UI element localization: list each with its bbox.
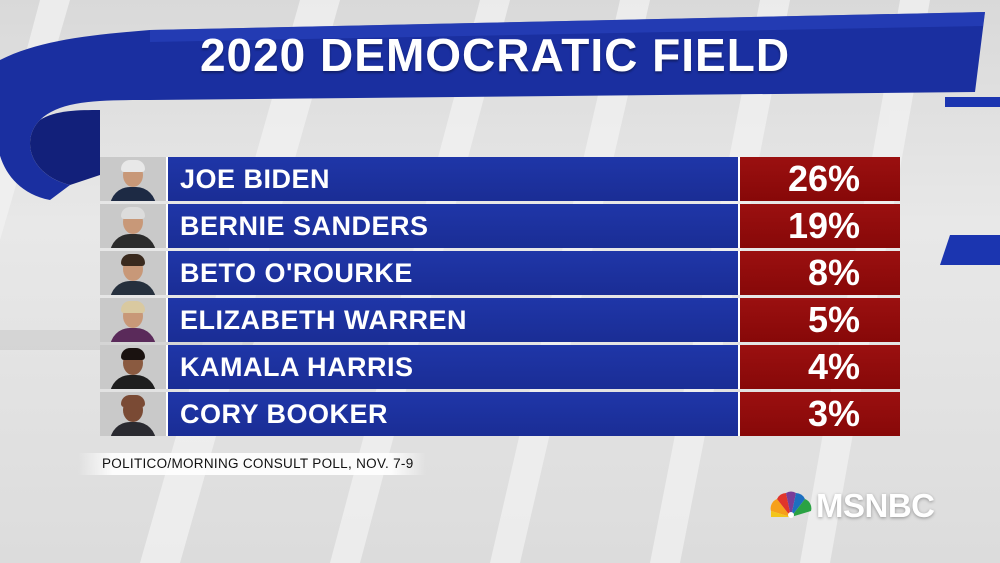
table-row: CORY BOOKER 3% xyxy=(100,392,900,436)
candidate-percent: 5% xyxy=(740,298,900,342)
candidate-photo xyxy=(100,204,168,248)
table-row: JOE BIDEN 26% xyxy=(100,157,900,201)
candidate-photo xyxy=(100,251,168,295)
candidate-photo xyxy=(100,157,168,201)
candidate-photo xyxy=(100,392,168,436)
candidate-photo xyxy=(100,345,168,389)
candidate-name: ELIZABETH WARREN xyxy=(168,298,740,342)
msnbc-logo: MSNBC xyxy=(770,487,935,525)
title-banner xyxy=(0,12,985,200)
candidate-name: CORY BOOKER xyxy=(168,392,740,436)
candidate-percent: 8% xyxy=(740,251,900,295)
candidate-percent: 3% xyxy=(740,392,900,436)
table-row: BERNIE SANDERS 19% xyxy=(100,204,900,248)
candidate-percent: 4% xyxy=(740,345,900,389)
candidate-percent: 19% xyxy=(740,204,900,248)
candidate-name: BETO O'ROURKE xyxy=(168,251,740,295)
table-row: ELIZABETH WARREN 5% xyxy=(100,298,900,342)
table-row: KAMALA HARRIS 4% xyxy=(100,345,900,389)
candidate-name: JOE BIDEN xyxy=(168,157,740,201)
poll-table: JOE BIDEN 26% BERNIE SANDERS 19% BETO O'… xyxy=(100,157,900,439)
candidate-name: KAMALA HARRIS xyxy=(168,345,740,389)
candidate-percent: 26% xyxy=(740,157,900,201)
chart-title: 2020 DEMOCRATIC FIELD xyxy=(199,29,791,81)
nbc-peacock-icon xyxy=(770,491,812,518)
candidate-name: BERNIE SANDERS xyxy=(168,204,740,248)
candidate-photo xyxy=(100,298,168,342)
logo-text: MSNBC xyxy=(816,487,935,524)
source-note: POLITICO/MORNING CONSULT POLL, NOV. 7-9 xyxy=(78,453,426,475)
table-row: BETO O'ROURKE 8% xyxy=(100,251,900,295)
